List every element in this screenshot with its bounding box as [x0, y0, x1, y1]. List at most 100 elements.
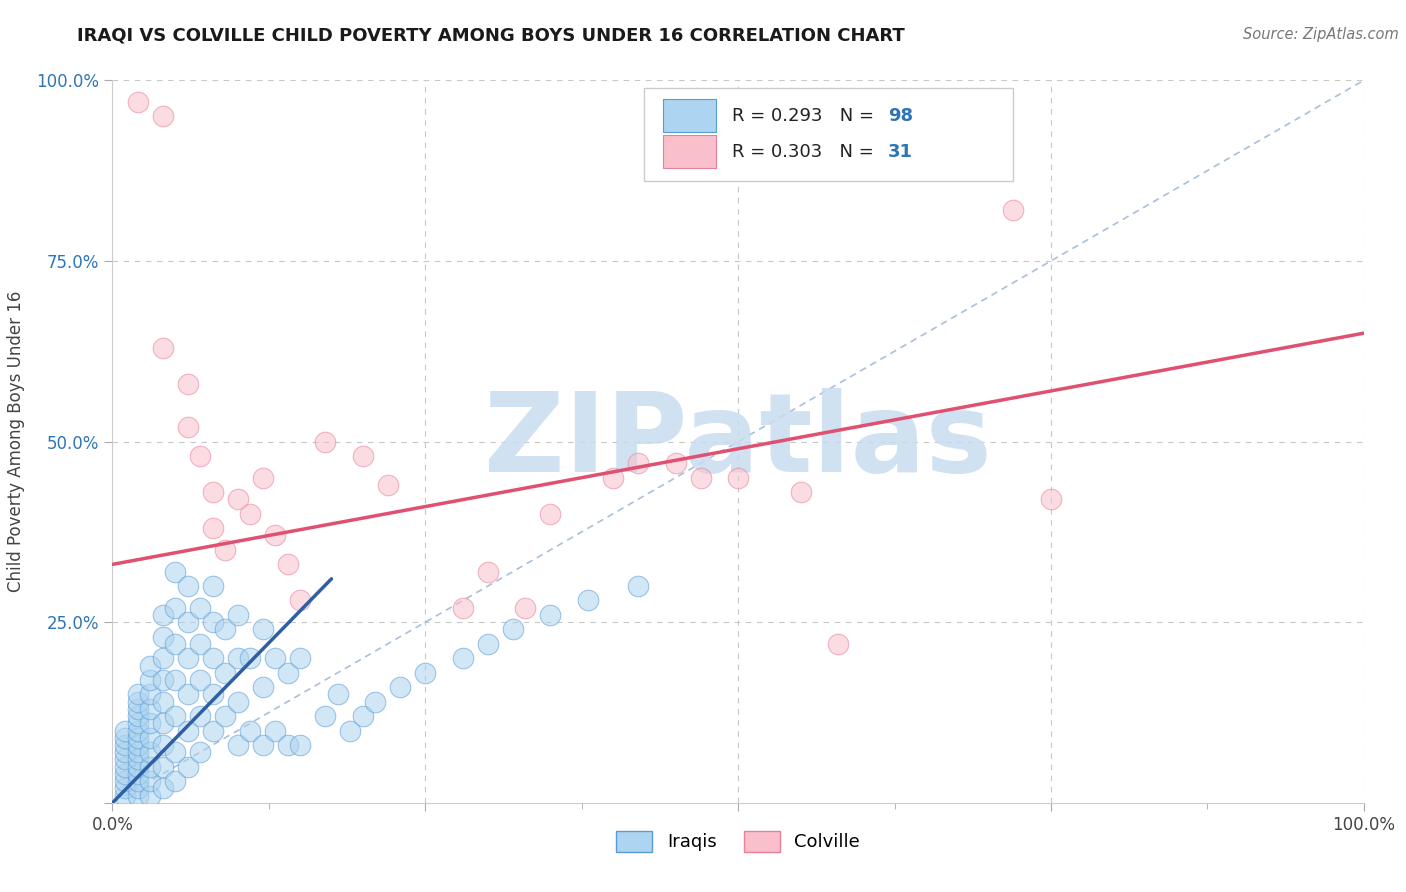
- Point: [188, 449, 211, 463]
- Point: [152, 630, 174, 644]
- Point: [163, 600, 186, 615]
- FancyBboxPatch shape: [644, 87, 1014, 181]
- Point: [201, 615, 224, 630]
- Point: [127, 687, 149, 701]
- Point: [377, 478, 399, 492]
- Point: [314, 434, 336, 449]
- Point: [201, 485, 224, 500]
- Point: [163, 745, 186, 759]
- Point: [827, 637, 849, 651]
- Text: 31: 31: [889, 143, 914, 161]
- Text: ZIPatlas: ZIPatlas: [484, 388, 993, 495]
- Point: [214, 665, 236, 680]
- Point: [127, 716, 149, 731]
- Point: [127, 723, 149, 738]
- Point: [201, 651, 224, 665]
- Point: [127, 731, 149, 745]
- Point: [127, 774, 149, 789]
- Text: 98: 98: [889, 107, 914, 125]
- Point: [127, 745, 149, 759]
- Point: [163, 709, 186, 723]
- Point: [201, 723, 224, 738]
- Point: [127, 709, 149, 723]
- Point: [264, 651, 287, 665]
- FancyBboxPatch shape: [664, 99, 716, 132]
- Point: [127, 702, 149, 716]
- Point: [127, 695, 149, 709]
- Point: [114, 767, 136, 781]
- Point: [389, 680, 412, 694]
- Point: [226, 738, 249, 752]
- Point: [226, 492, 249, 507]
- Point: [188, 709, 211, 723]
- Point: [114, 731, 136, 745]
- Point: [163, 774, 186, 789]
- Point: [176, 420, 198, 434]
- Point: [627, 456, 650, 470]
- Point: [152, 781, 174, 796]
- Point: [152, 673, 174, 687]
- Point: [188, 637, 211, 651]
- Point: [176, 615, 198, 630]
- Point: [114, 745, 136, 759]
- Legend: Iraqis, Colville: Iraqis, Colville: [609, 823, 868, 859]
- Point: [515, 600, 537, 615]
- Point: [201, 579, 224, 593]
- Point: [214, 542, 236, 557]
- Point: [252, 680, 274, 694]
- Point: [226, 607, 249, 622]
- Point: [127, 789, 149, 803]
- Point: [264, 528, 287, 542]
- FancyBboxPatch shape: [664, 136, 716, 169]
- Point: [602, 470, 624, 484]
- Point: [163, 565, 186, 579]
- Point: [139, 760, 162, 774]
- Point: [152, 716, 174, 731]
- Point: [364, 695, 387, 709]
- Text: R = 0.303   N =: R = 0.303 N =: [733, 143, 879, 161]
- Point: [576, 593, 599, 607]
- Point: [252, 470, 274, 484]
- Point: [127, 767, 149, 781]
- Point: [277, 738, 299, 752]
- Point: [139, 716, 162, 731]
- Y-axis label: Child Poverty Among Boys Under 16: Child Poverty Among Boys Under 16: [7, 291, 25, 592]
- Point: [264, 723, 287, 738]
- Point: [127, 781, 149, 796]
- Text: R = 0.293   N =: R = 0.293 N =: [733, 107, 880, 125]
- Point: [176, 687, 198, 701]
- Point: [664, 456, 686, 470]
- Point: [127, 738, 149, 752]
- Point: [127, 760, 149, 774]
- Point: [139, 658, 162, 673]
- Point: [252, 623, 274, 637]
- Point: [176, 579, 198, 593]
- Text: Source: ZipAtlas.com: Source: ZipAtlas.com: [1243, 27, 1399, 42]
- Point: [152, 738, 174, 752]
- Point: [188, 745, 211, 759]
- Point: [114, 789, 136, 803]
- Point: [252, 738, 274, 752]
- Point: [152, 110, 174, 124]
- Point: [727, 470, 749, 484]
- Point: [127, 95, 149, 109]
- Point: [477, 637, 499, 651]
- Point: [277, 558, 299, 572]
- Point: [290, 738, 312, 752]
- Point: [163, 673, 186, 687]
- Point: [139, 687, 162, 701]
- Point: [314, 709, 336, 723]
- Point: [339, 723, 361, 738]
- Point: [139, 702, 162, 716]
- Point: [277, 665, 299, 680]
- Point: [226, 651, 249, 665]
- Point: [114, 738, 136, 752]
- Point: [188, 600, 211, 615]
- Point: [290, 593, 312, 607]
- Point: [176, 651, 198, 665]
- Point: [239, 651, 262, 665]
- Point: [451, 651, 474, 665]
- Point: [139, 774, 162, 789]
- Point: [290, 651, 312, 665]
- Point: [352, 449, 374, 463]
